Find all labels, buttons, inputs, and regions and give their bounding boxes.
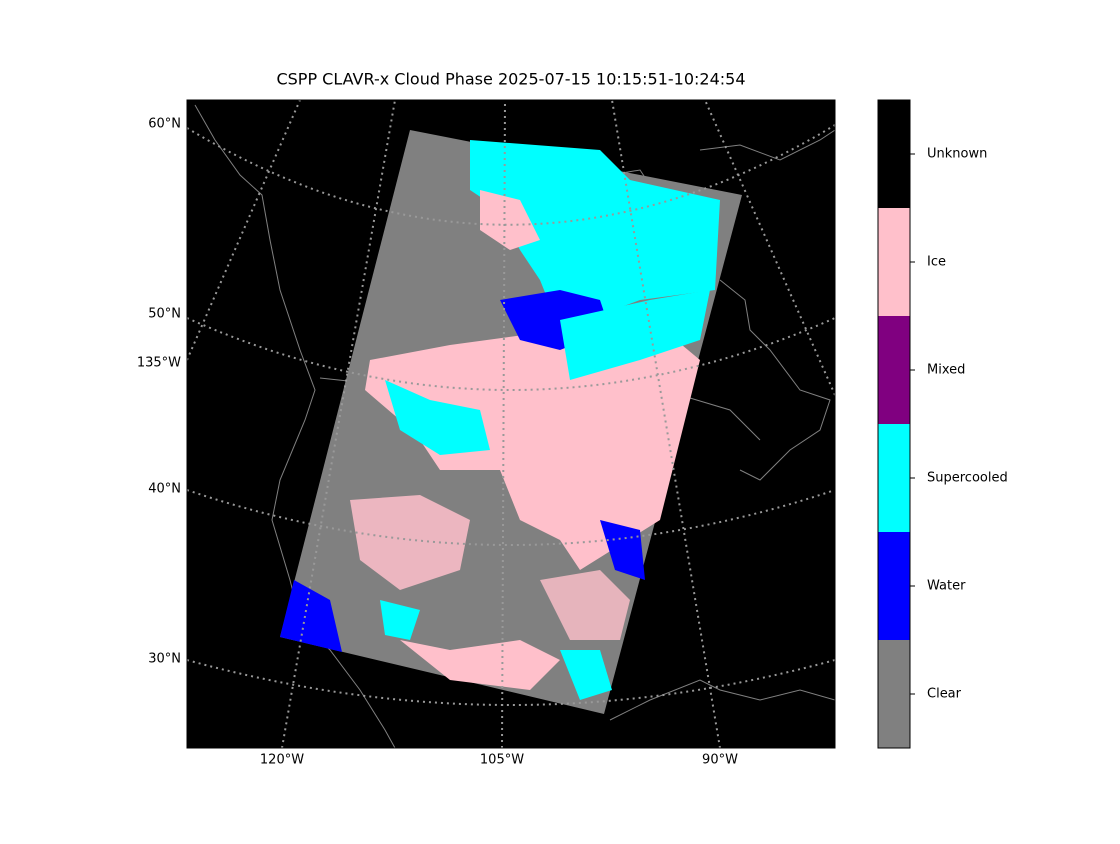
lat-label: 135°W — [137, 356, 181, 371]
map-frame — [186, 99, 836, 749]
colorbar-label: Clear — [927, 687, 962, 702]
graticule — [187, 100, 835, 748]
lat-label: 40°N — [148, 482, 181, 497]
title: CSPP CLAVR-x Cloud Phase 2025-07-15 10:1… — [276, 70, 745, 89]
colorbar-label: Unknown — [927, 147, 987, 162]
lat-label: 60°N — [148, 117, 181, 132]
colorbar-label: Supercooled — [927, 471, 1008, 486]
cloud-fields — [350, 140, 720, 700]
colorbar-segment — [878, 640, 910, 748]
colorbar-segment — [878, 424, 910, 532]
colorbar-segment — [878, 208, 910, 316]
lon-label: 105°W — [480, 753, 524, 768]
colorbar-label: Ice — [927, 255, 946, 270]
lat-label: 50°N — [148, 307, 181, 322]
axis-labels: 60°N 50°N 135°W 40°N 30°N 120°W 105°W 90°W — [137, 117, 738, 768]
colorbar-segment — [878, 100, 910, 208]
colorbar-segment — [878, 532, 910, 640]
lat-label: 30°N — [148, 652, 181, 667]
colorbar-segment — [878, 316, 910, 424]
water-region — [280, 580, 342, 652]
colorbar-label: Water — [927, 579, 966, 594]
lon-label: 120°W — [260, 753, 304, 768]
lon-label: 90°W — [702, 753, 738, 768]
colorbar-frame — [877, 99, 911, 749]
colorbar: Unknown Ice Mixed Supercooled Water Clear — [877, 99, 1008, 749]
colorbar-label: Mixed — [927, 363, 965, 378]
map — [187, 100, 835, 748]
